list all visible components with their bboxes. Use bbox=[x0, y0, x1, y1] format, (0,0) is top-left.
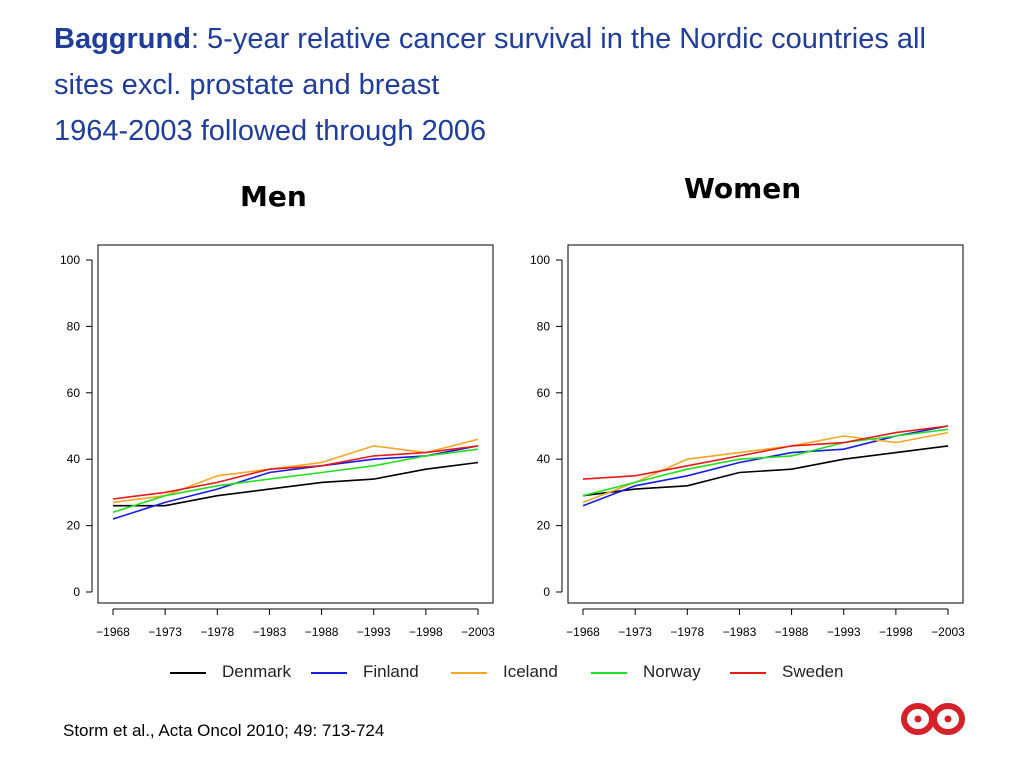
men-ytick-label: 80 bbox=[67, 319, 81, 333]
legend-swatch-sweden bbox=[730, 672, 766, 674]
women-series-norway bbox=[582, 428, 949, 497]
men-series-denmark bbox=[113, 461, 479, 507]
men-xtick-label: −1968 bbox=[96, 625, 130, 639]
men-xtick-label: −1993 bbox=[357, 625, 391, 639]
legend-label-norway: Norway bbox=[643, 662, 701, 681]
men-xtick-label: −1998 bbox=[409, 625, 443, 639]
women-ytick-label: 60 bbox=[537, 386, 551, 400]
women-xtick-label: −2003 bbox=[931, 625, 965, 639]
chart-women: 0 20 40 60 80 100 −1968 −1973 −1978 −1983 −1988 −19… bbox=[530, 244, 965, 639]
women-series-finland bbox=[582, 425, 949, 507]
women-xtick-label: −1998 bbox=[879, 625, 913, 639]
chart-men: 0 20 40 60 80 100 −1968 −1973 −1978 −1983 −1988 −19… bbox=[60, 244, 495, 639]
men-ytick-label: 20 bbox=[67, 519, 81, 533]
men-series-norway bbox=[112, 448, 479, 514]
men-xtick-label: −2003 bbox=[461, 625, 495, 639]
men-ytick-label: 60 bbox=[67, 386, 81, 400]
chart-title-men: Men bbox=[240, 180, 307, 213]
men-series-iceland bbox=[112, 438, 479, 504]
women-ytick-label: 80 bbox=[537, 319, 551, 333]
women-ytick-label: 0 bbox=[543, 585, 550, 599]
legend-label-iceland: Iceland bbox=[503, 662, 558, 681]
men-xtick-label: −1983 bbox=[253, 625, 287, 639]
red-infinity-logo-icon bbox=[900, 700, 966, 738]
men-xtick-label: −1988 bbox=[305, 625, 339, 639]
legend-swatch-norway bbox=[591, 672, 627, 674]
women-ytick-label: 100 bbox=[530, 253, 550, 267]
men-series-finland bbox=[112, 445, 479, 520]
title-bold: Baggrund bbox=[54, 23, 191, 55]
men-ytick-label: 40 bbox=[67, 452, 81, 466]
women-series-denmark bbox=[582, 445, 949, 497]
women-series-iceland bbox=[582, 431, 949, 504]
legend-label-denmark: Denmark bbox=[222, 662, 291, 681]
women-xtick-label: −1988 bbox=[775, 625, 809, 639]
women-ytick-label: 20 bbox=[537, 519, 551, 533]
slide-title: Baggrund: 5-year relative cancer surviva… bbox=[54, 16, 954, 154]
men-xtick-label: −1973 bbox=[148, 625, 182, 639]
title-line3: 1964-2003 followed through 2006 bbox=[54, 115, 487, 147]
men-plot-frame bbox=[97, 244, 494, 604]
legend-label-finland: Finland bbox=[363, 662, 419, 681]
women-xtick-label: −1978 bbox=[670, 625, 704, 639]
women-plot-frame bbox=[567, 244, 964, 604]
men-ytick-label: 100 bbox=[60, 253, 80, 267]
legend-swatch-denmark bbox=[170, 672, 206, 674]
legend-swatch-iceland bbox=[451, 672, 487, 674]
men-xtick-label: −1978 bbox=[200, 625, 234, 639]
women-xtick-label: −1968 bbox=[566, 625, 600, 639]
men-ytick-label: 0 bbox=[73, 585, 80, 599]
women-series-sweden bbox=[582, 425, 949, 480]
legend-swatch-finland bbox=[311, 672, 347, 674]
source-citation: Storm et al., Acta Oncol 2010; 49: 713-7… bbox=[63, 721, 385, 740]
men-series-sweden bbox=[112, 445, 479, 500]
legend-label-sweden: Sweden bbox=[782, 662, 844, 681]
chart-title-women: Women bbox=[684, 172, 802, 205]
women-xtick-label: −1993 bbox=[827, 625, 861, 639]
women-xtick-label: −1983 bbox=[723, 625, 757, 639]
women-xtick-label: −1973 bbox=[618, 625, 652, 639]
legend: Denmark Finland Iceland Norway Sweden bbox=[170, 660, 870, 686]
women-ytick-label: 40 bbox=[537, 452, 551, 466]
title-rest: : 5-year relative cancer survival in the… bbox=[54, 23, 926, 101]
